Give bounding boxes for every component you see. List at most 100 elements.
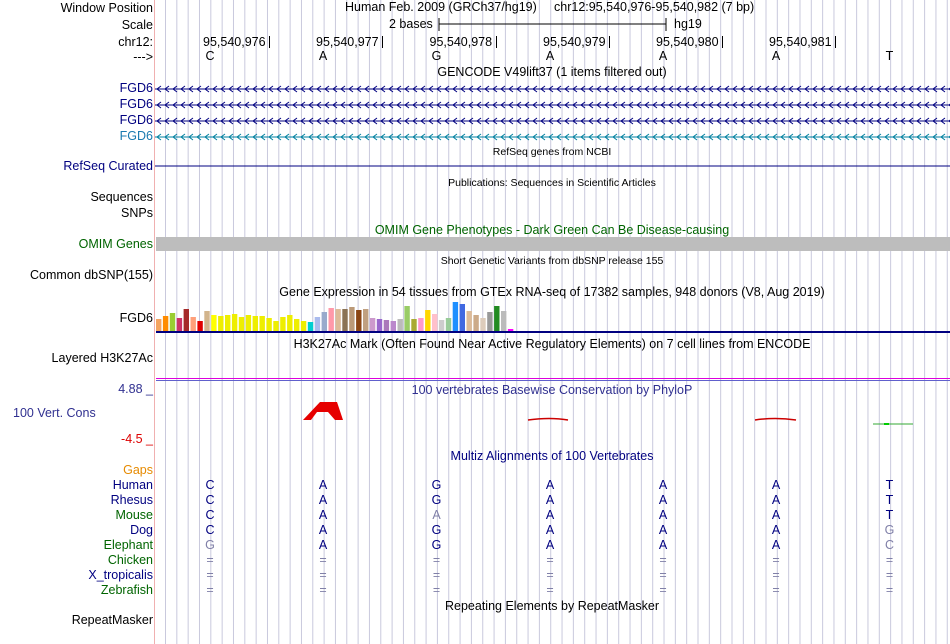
multiz-species-label[interactable]: Zebrafish bbox=[100, 583, 153, 597]
conservation-plot[interactable] bbox=[155, 398, 950, 428]
gtex-tissue-bar bbox=[349, 307, 355, 331]
multiz-base: A bbox=[771, 493, 781, 507]
strand-arrow-label: ---> bbox=[133, 50, 153, 64]
gtex-tissue-bar bbox=[363, 309, 369, 331]
position-title: chr12:95,540,976-95,540,982 (7 bp) bbox=[554, 0, 755, 14]
gencode-transcripts[interactable] bbox=[155, 80, 950, 142]
repeatmasker-label[interactable]: RepeatMasker bbox=[71, 613, 153, 627]
multiz-base: = bbox=[206, 553, 214, 567]
gtex-tissue-bar bbox=[162, 316, 169, 331]
gtex-tissue-bar bbox=[231, 314, 238, 331]
multiz-base: = bbox=[885, 568, 894, 582]
multiz-base: A bbox=[432, 508, 441, 522]
multiz-base: A bbox=[318, 478, 328, 492]
gtex-tissue-bar bbox=[356, 310, 362, 331]
multiz-species-label[interactable]: Dog bbox=[130, 523, 153, 537]
multiz-species-label[interactable]: Rhesus bbox=[110, 493, 153, 507]
gencode-track-title: GENCODE V49lift37 (1 items filtered out) bbox=[437, 65, 667, 79]
gtex-tissue-bar bbox=[459, 304, 465, 331]
ruler-coordinate: 95,540,977 bbox=[316, 35, 379, 49]
conservation-track-title: 100 vertebrates Basewise Conservation by… bbox=[411, 383, 693, 397]
omim-label[interactable]: OMIM Genes bbox=[78, 237, 153, 251]
reference-base: A bbox=[771, 49, 781, 63]
h3k27ac-line-1 bbox=[156, 378, 950, 379]
gtex-tissue-bar bbox=[501, 311, 507, 331]
multiz-base: A bbox=[771, 538, 781, 552]
gtex-bar-chart[interactable] bbox=[155, 298, 555, 332]
publications-track-title: Publications: Sequences in Scientific Ar… bbox=[448, 177, 656, 189]
gtex-tissue-bar bbox=[197, 321, 203, 331]
multiz-base: A bbox=[545, 538, 555, 552]
ruler-tick bbox=[495, 36, 497, 48]
dbsnp-label[interactable]: Common dbSNP(155) bbox=[30, 268, 153, 282]
reference-base: C bbox=[205, 49, 215, 63]
multiz-base: G bbox=[431, 478, 442, 492]
gencode-strand-arrows bbox=[156, 133, 950, 141]
multiz-base: = bbox=[206, 568, 214, 582]
gaps-label[interactable]: Gaps bbox=[123, 463, 153, 477]
conservation-label[interactable]: 100 Vert. Cons bbox=[13, 406, 96, 420]
multiz-base: = bbox=[319, 553, 327, 567]
multiz-base: = bbox=[432, 553, 441, 567]
gtex-tissue-bar bbox=[252, 316, 258, 331]
gtex-tissue-bar bbox=[328, 308, 334, 331]
conservation-max: 4.88 _ bbox=[118, 382, 153, 396]
conservation-bump-2 bbox=[754, 417, 797, 421]
ruler-coordinate: 95,540,976 bbox=[203, 35, 266, 49]
gtex-track-title: Gene Expression in 54 tissues from GTEx … bbox=[279, 285, 825, 299]
ruler-coordinate: 95,540,978 bbox=[429, 35, 493, 49]
multiz-base: A bbox=[545, 523, 555, 537]
refseq-line[interactable] bbox=[155, 165, 950, 168]
gtex-tissue-bar bbox=[480, 318, 486, 331]
gtex-tissue-bar bbox=[411, 319, 417, 331]
gtex-tissue-bar bbox=[259, 316, 265, 331]
ruler-tick bbox=[382, 36, 383, 48]
multiz-base: A bbox=[771, 508, 781, 522]
multiz-species-label[interactable]: X_tropicalis bbox=[88, 568, 153, 582]
chrom-label: chr12: bbox=[118, 35, 153, 49]
reference-base: G bbox=[431, 49, 442, 63]
gtex-tissue-bar bbox=[404, 306, 410, 331]
multiz-species-label[interactable]: Chicken bbox=[107, 553, 153, 567]
multiz-species-label[interactable]: Human bbox=[112, 478, 153, 492]
h3k27ac-label[interactable]: Layered H3K27Ac bbox=[51, 351, 153, 365]
multiz-base: G bbox=[431, 538, 442, 552]
gtex-tissue-bar bbox=[225, 315, 231, 331]
multiz-species-label[interactable]: Mouse bbox=[115, 508, 153, 522]
gencode-strand-arrows bbox=[156, 101, 950, 109]
assembly-title: Human Feb. 2009 (GRCh37/hg19) bbox=[345, 0, 537, 14]
omim-track-title: OMIM Gene Phenotypes - Dark Green Can Be… bbox=[374, 223, 730, 237]
gencode-transcript-label[interactable]: FGD6 bbox=[119, 81, 153, 95]
sequences-label[interactable]: Sequences bbox=[90, 190, 153, 204]
gtex-tissue-bar bbox=[266, 318, 272, 331]
multiz-base: A bbox=[658, 493, 668, 507]
multiz-base: = bbox=[659, 568, 667, 582]
multiz-base: = bbox=[432, 583, 441, 597]
omim-gene-bar[interactable] bbox=[156, 237, 950, 251]
snps-label[interactable]: SNPs bbox=[121, 206, 153, 220]
gtex-tissue-bar bbox=[176, 318, 183, 331]
multiz-base: = bbox=[659, 583, 667, 597]
multiz-species-label[interactable]: Elephant bbox=[103, 538, 153, 552]
gtex-tissue-bar bbox=[238, 317, 245, 331]
gencode-transcript-label[interactable]: FGD6 bbox=[119, 129, 153, 143]
multiz-base: A bbox=[318, 508, 328, 522]
window-position-label: Window Position bbox=[60, 1, 153, 15]
gencode-strand-arrows bbox=[156, 85, 950, 93]
gtex-label[interactable]: FGD6 bbox=[119, 311, 153, 325]
gtex-tissue-bar bbox=[204, 311, 210, 331]
gtex-tissue-bar bbox=[383, 320, 390, 331]
gencode-transcript-label[interactable]: FGD6 bbox=[119, 97, 153, 111]
refseq-label[interactable]: RefSeq Curated bbox=[63, 159, 153, 173]
gtex-tissue-bar bbox=[300, 321, 307, 331]
multiz-base: C bbox=[205, 478, 215, 492]
conservation-bump-1 bbox=[527, 417, 569, 421]
multiz-base: = bbox=[546, 583, 554, 597]
gtex-tissue-bar bbox=[280, 317, 286, 331]
gtex-tissue-bar bbox=[369, 318, 376, 331]
gencode-transcript-label[interactable]: FGD6 bbox=[119, 113, 153, 127]
gencode-strand-arrows bbox=[156, 117, 950, 125]
gtex-tissue-bar bbox=[507, 329, 514, 331]
ruler-tick bbox=[609, 36, 610, 48]
